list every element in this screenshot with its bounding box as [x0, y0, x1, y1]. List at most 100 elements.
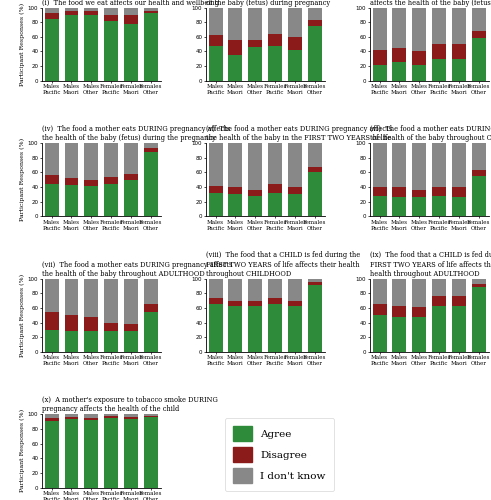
- Bar: [124, 143, 138, 174]
- Bar: [392, 278, 407, 306]
- Bar: [104, 177, 118, 184]
- Bar: [104, 332, 118, 352]
- Bar: [144, 148, 158, 152]
- Bar: [472, 8, 486, 31]
- Bar: [45, 184, 58, 216]
- Bar: [472, 143, 486, 170]
- Bar: [373, 143, 386, 187]
- Bar: [373, 278, 386, 304]
- Bar: [412, 198, 426, 216]
- Bar: [45, 330, 58, 352]
- Bar: [228, 187, 243, 194]
- Bar: [308, 284, 322, 352]
- Bar: [248, 300, 262, 306]
- Bar: [268, 46, 282, 81]
- Bar: [64, 414, 79, 417]
- Bar: [392, 187, 407, 196]
- Bar: [288, 50, 302, 81]
- Bar: [124, 174, 138, 180]
- Bar: [268, 304, 282, 352]
- Bar: [144, 143, 158, 148]
- Bar: [144, 312, 158, 352]
- Bar: [64, 178, 79, 185]
- Bar: [432, 187, 446, 196]
- Bar: [228, 278, 243, 300]
- Bar: [308, 143, 322, 167]
- Bar: [412, 143, 426, 190]
- Bar: [373, 50, 386, 64]
- Bar: [84, 180, 98, 186]
- Bar: [472, 284, 486, 288]
- Bar: [64, 278, 79, 316]
- Bar: [144, 8, 158, 11]
- Bar: [248, 190, 262, 196]
- Bar: [412, 307, 426, 318]
- Bar: [104, 278, 118, 322]
- Bar: [472, 170, 486, 176]
- Bar: [45, 8, 58, 14]
- Bar: [64, 143, 79, 178]
- Bar: [308, 282, 322, 284]
- Text: (vii)  The food a mother eats DURING pregnancy affects
the health of the baby th: (vii) The food a mother eats DURING preg…: [42, 260, 232, 278]
- Bar: [373, 304, 386, 316]
- Bar: [392, 317, 407, 352]
- Bar: [64, 332, 79, 352]
- Bar: [392, 306, 407, 317]
- Bar: [412, 8, 426, 52]
- Bar: [373, 8, 386, 50]
- Bar: [308, 8, 322, 20]
- Bar: [228, 40, 243, 55]
- Bar: [288, 37, 302, 50]
- Bar: [104, 322, 118, 332]
- Bar: [124, 420, 138, 488]
- Y-axis label: Participant Responses (%): Participant Responses (%): [20, 274, 25, 357]
- Bar: [144, 152, 158, 216]
- Bar: [248, 40, 262, 47]
- Bar: [248, 306, 262, 352]
- Bar: [452, 306, 466, 352]
- Bar: [288, 194, 302, 216]
- Text: (viii)  The food that a CHILD is fed during the
FIRST TWO YEARS of life affects : (viii) The food that a CHILD is fed duri…: [206, 252, 360, 278]
- Bar: [84, 332, 98, 352]
- Bar: [84, 15, 98, 81]
- Bar: [144, 417, 158, 488]
- Bar: [209, 34, 222, 46]
- Bar: [432, 59, 446, 81]
- Bar: [432, 44, 446, 59]
- Bar: [124, 24, 138, 81]
- Bar: [373, 196, 386, 216]
- Bar: [228, 8, 243, 40]
- Bar: [84, 11, 98, 15]
- Bar: [248, 143, 262, 190]
- Bar: [144, 278, 158, 304]
- Bar: [64, 420, 79, 488]
- Bar: [45, 312, 58, 330]
- Bar: [392, 196, 407, 216]
- Text: (x)  A mother's exposure to tobacco smoke DURING
pregnancy affects the health of: (x) A mother's exposure to tobacco smoke…: [42, 396, 218, 413]
- Bar: [288, 306, 302, 352]
- Bar: [248, 278, 262, 300]
- Bar: [432, 196, 446, 216]
- Bar: [268, 298, 282, 304]
- Bar: [248, 47, 262, 81]
- Bar: [412, 64, 426, 81]
- Y-axis label: Participant Responses (%): Participant Responses (%): [20, 138, 25, 222]
- Bar: [308, 26, 322, 81]
- Bar: [432, 296, 446, 306]
- Bar: [209, 186, 222, 193]
- Bar: [104, 416, 118, 418]
- Bar: [432, 278, 446, 295]
- Bar: [144, 14, 158, 81]
- Bar: [228, 143, 243, 187]
- Bar: [84, 143, 98, 180]
- Bar: [288, 300, 302, 306]
- Bar: [392, 62, 407, 81]
- Bar: [392, 143, 407, 187]
- Bar: [452, 143, 466, 187]
- Bar: [412, 190, 426, 198]
- Bar: [124, 15, 138, 24]
- Bar: [124, 180, 138, 216]
- Bar: [432, 306, 446, 352]
- Bar: [45, 176, 58, 184]
- Bar: [308, 278, 322, 281]
